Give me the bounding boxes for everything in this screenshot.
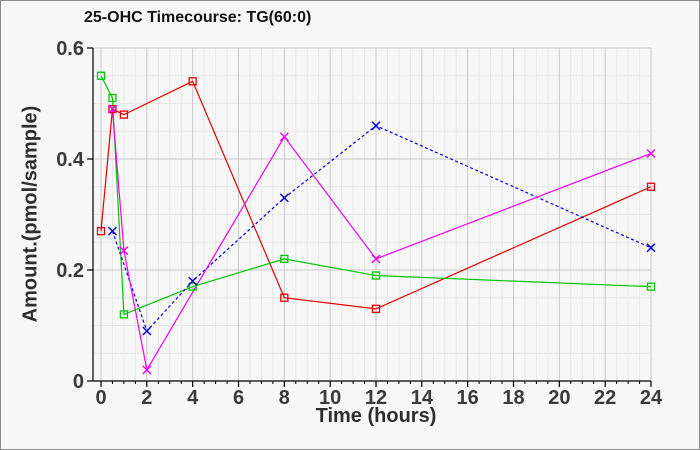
- x-tick-label: 2: [141, 387, 152, 409]
- y-tick-label: 0.4: [56, 149, 85, 171]
- y-axis-label: Amount.(pmol/sample): [19, 105, 42, 323]
- marker-blue-x: [371, 121, 381, 131]
- marker-red-squares: [96, 226, 106, 236]
- series-line-green-squares: [100, 75, 652, 316]
- marker-magenta-x: [119, 246, 129, 256]
- x-tick-label: 0: [95, 387, 106, 409]
- marker-blue-x: [188, 276, 198, 286]
- marker-blue-x: [646, 243, 656, 253]
- y-tick-label: 0.2: [56, 260, 84, 282]
- marker-red-squares: [119, 110, 129, 119]
- marker-red-squares: [646, 182, 656, 191]
- x-tick-label: 6: [233, 387, 244, 409]
- marker-magenta-x: [279, 132, 289, 142]
- marker-magenta-x: [646, 148, 656, 158]
- y-tick-label: 0: [73, 371, 84, 393]
- marker-green-squares: [96, 71, 106, 80]
- marker-green-squares: [188, 282, 197, 291]
- x-tick-label: 12: [365, 387, 387, 409]
- x-tick-label: 4: [187, 387, 199, 409]
- marker-magenta-x: [142, 365, 152, 375]
- x-tick-label: 24: [640, 387, 663, 409]
- marker-blue-x: [142, 326, 152, 336]
- marker-red-squares: [108, 104, 117, 114]
- series-line-blue-x: [111, 125, 652, 333]
- series-line-magenta-x: [111, 109, 652, 372]
- chart-title: 25-OHC Timecourse: TG(60:0): [84, 9, 312, 26]
- marker-blue-x: [279, 193, 289, 203]
- x-tick-label: 8: [279, 387, 290, 409]
- x-axis-label: Time (hours): [315, 405, 437, 427]
- marker-green-squares: [280, 254, 289, 264]
- marker-red-squares: [280, 293, 289, 302]
- x-tick-label: 14: [411, 387, 434, 409]
- marker-blue-x: [107, 226, 117, 236]
- marker-red-squares: [188, 77, 197, 86]
- marker-red-squares: [371, 304, 381, 314]
- marker-magenta-x: [371, 254, 381, 264]
- y-tick-label: 0.6: [56, 38, 84, 60]
- x-tick-label: 10: [319, 387, 341, 409]
- marker-green-squares: [371, 271, 381, 280]
- marker-green-squares: [108, 93, 117, 103]
- x-tick-label: 16: [457, 387, 479, 409]
- marker-green-squares: [646, 282, 656, 291]
- x-tick-label: 22: [594, 387, 616, 409]
- x-tick-label: 20: [548, 387, 570, 409]
- marker-magenta-x: [107, 104, 117, 114]
- marker-green-squares: [119, 310, 129, 319]
- x-tick-label: 18: [502, 387, 524, 409]
